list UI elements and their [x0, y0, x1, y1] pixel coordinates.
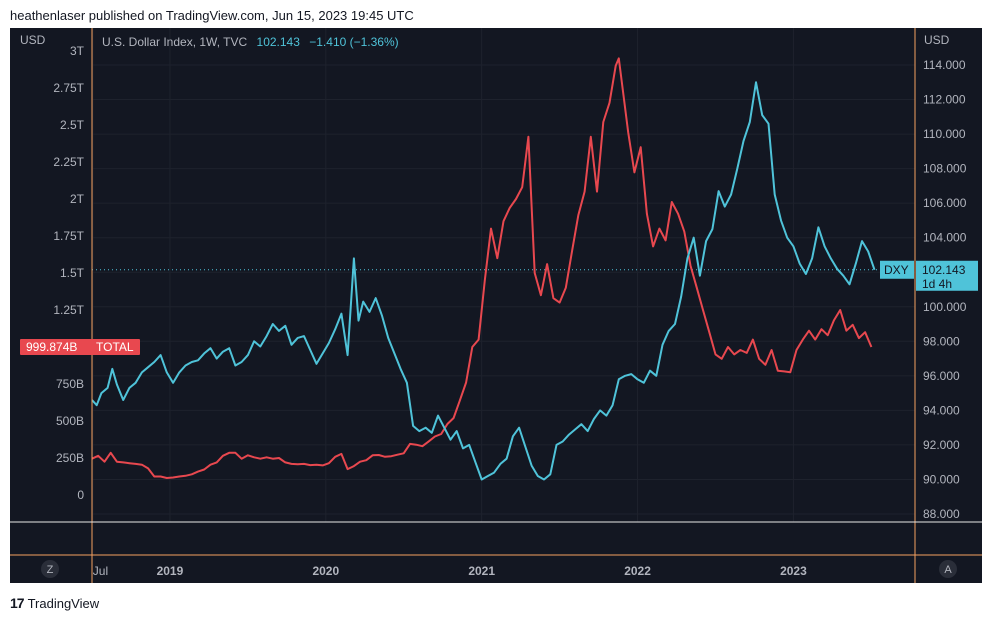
- dxy-label: DXY: [884, 263, 909, 277]
- dxy-value-background: [916, 260, 978, 291]
- left-axis-tick-label: 2.75T: [53, 81, 84, 95]
- right-axis-tick-label: 114.000: [923, 58, 966, 72]
- left-axis-ticks[interactable]: 0250B500B750B1T1.25T1.5T1.75T2T2.25T2.5T…: [53, 44, 84, 502]
- dxy-badge: DXY 102.143 1d 4h: [880, 260, 978, 291]
- auto-scale-button-label: A: [944, 564, 952, 576]
- left-axis-tick-label: 750B: [56, 377, 84, 391]
- tradingview-brand: TradingView: [27, 595, 100, 611]
- timezone-button[interactable]: Z: [41, 560, 59, 578]
- left-axis-tick-label: 500B: [56, 414, 84, 428]
- tradingview-footer[interactable]: 17 TradingView: [10, 595, 99, 611]
- total-badge-label: TOTAL: [96, 340, 134, 354]
- left-axis-tick-label: 2.25T: [53, 155, 84, 169]
- right-axis-tick-label: 96.000: [923, 369, 960, 383]
- time-axis-tick-label: 2020: [312, 564, 339, 578]
- total-badge-background: [20, 339, 140, 355]
- timezone-button-label: Z: [47, 564, 54, 576]
- timezone-button-background[interactable]: [41, 560, 59, 578]
- time-axis-tick-label: 2022: [624, 564, 651, 578]
- right-axis-tick-label: 104.000: [923, 231, 967, 245]
- left-axis-tick-label: 1.25T: [53, 303, 84, 317]
- right-axis-tick-label: 112.000: [923, 93, 966, 107]
- left-axis-title: USD: [20, 33, 46, 47]
- left-axis-tick-label: 2.5T: [60, 118, 85, 132]
- publisher-caption: heathenlaser published on TradingView.co…: [10, 8, 414, 23]
- dxy-series-line: [91, 81, 876, 481]
- time-axis-tick-label: 2021: [468, 564, 495, 578]
- auto-scale-button[interactable]: A: [939, 560, 957, 578]
- dxy-label-background: [880, 260, 914, 279]
- dxy-last-value: 102.143: [922, 263, 966, 277]
- total-series-line: [91, 57, 873, 479]
- chart-canvas[interactable]: USD USD U.S. Dollar Index, 1W, TVC 102.1…: [10, 28, 982, 583]
- left-axis-tick-label: 250B: [56, 451, 84, 465]
- left-axis-tick-label: 1.75T: [53, 229, 84, 243]
- auto-scale-button-background[interactable]: [939, 560, 957, 578]
- chart-background: [10, 28, 982, 583]
- legend-change: −1.410 (−1.36%): [309, 35, 398, 49]
- left-axis-tick-label: 2T: [70, 192, 85, 206]
- left-axis-tick-label: 0: [77, 488, 84, 502]
- total-badge: 999.874B TOTAL: [20, 339, 140, 355]
- right-axis-title: USD: [924, 33, 950, 47]
- right-axis-tick-label: 94.000: [923, 403, 960, 417]
- time-axis-tick-label: Jul: [93, 564, 108, 578]
- right-axis-tick-label: 98.000: [923, 334, 960, 348]
- right-axis-tick-label: 88.000: [923, 507, 960, 521]
- right-axis-tick-label: 110.000: [923, 127, 966, 141]
- left-axis-tick-label: 3T: [70, 44, 85, 58]
- total-badge-value: 999.874B: [26, 340, 77, 354]
- right-axis-ticks[interactable]: 88.000 90.000 92.000 94.000 96.000 98.000 100.…: [923, 58, 967, 521]
- right-axis-tick-label: 92.000: [923, 438, 960, 452]
- dxy-countdown: 1d 4h: [922, 277, 952, 291]
- time-axis-tick-label: 2019: [157, 564, 184, 578]
- left-axis-tick-label: 1.5T: [60, 266, 85, 280]
- time-axis-ticks[interactable]: Jul 2019 2020 2021 2022 2023: [93, 564, 807, 578]
- time-axis-tick-label: 2023: [780, 564, 807, 578]
- symbol-legend[interactable]: U.S. Dollar Index, 1W, TVC 102.143 −1.41…: [102, 35, 399, 49]
- chart-panel[interactable]: USD USD U.S. Dollar Index, 1W, TVC 102.1…: [10, 28, 982, 583]
- legend-last-value: 102.143: [257, 35, 301, 49]
- right-axis-tick-label: 100.000: [923, 300, 967, 314]
- right-axis-tick-label: 90.000: [923, 472, 960, 486]
- right-axis-tick-label: 106.000: [923, 196, 967, 210]
- legend-symbol: U.S. Dollar Index, 1W, TVC: [102, 35, 247, 49]
- series-layer: [91, 57, 876, 481]
- grid-lines: [92, 28, 915, 522]
- right-axis-tick-label: 108.000: [923, 162, 967, 176]
- tradingview-logo-icon: 17: [10, 595, 25, 611]
